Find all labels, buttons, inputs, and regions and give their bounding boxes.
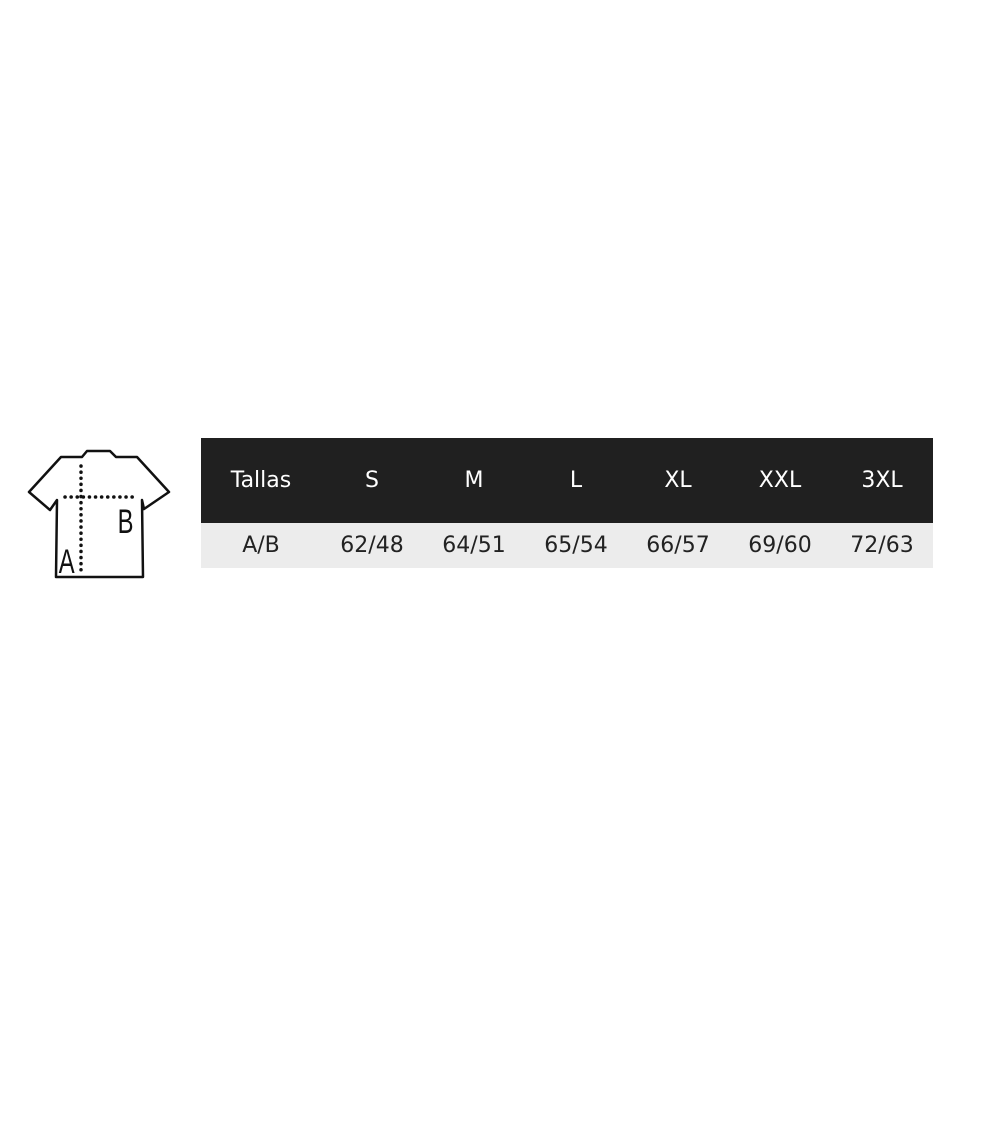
header-cell-size: S — [365, 468, 379, 493]
header-cell-size: XXL — [758, 468, 802, 493]
label-b: B — [118, 503, 134, 541]
value-cell: 65/54 — [544, 533, 608, 558]
value-cell: 64/51 — [442, 533, 506, 558]
header-cell-tallas: Tallas — [201, 438, 321, 523]
value-cell: 62/48 — [340, 533, 404, 558]
header-cell-size: M — [464, 468, 484, 493]
label-a: A — [59, 543, 75, 581]
header-cell-size: 3XL — [861, 468, 903, 493]
tshirt-measurement-diagram: A B — [27, 449, 171, 581]
value-cell: 66/57 — [646, 533, 710, 558]
tshirt-outline-icon — [27, 449, 171, 579]
row-label-cell: A/B — [242, 533, 280, 558]
value-cell: 69/60 — [748, 533, 812, 558]
header-cell-size: L — [569, 468, 583, 493]
header-row: Tallas S M L XL XXL 3XL — [201, 438, 933, 523]
value-cell: 72/63 — [850, 533, 914, 558]
size-chart-table: Tallas S M L XL XXL 3XL A/B 62/48 64/51 … — [201, 438, 933, 568]
table-row: A/B 62/48 64/51 65/54 66/57 69/60 72/63 — [201, 523, 933, 568]
header-tallas-label: Tallas — [230, 467, 292, 493]
header-cell-size: XL — [664, 468, 692, 493]
